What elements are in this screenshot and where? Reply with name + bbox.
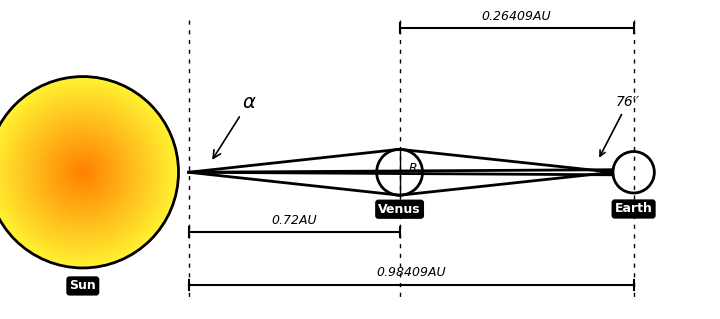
Circle shape	[53, 142, 113, 203]
Circle shape	[0, 80, 175, 265]
Circle shape	[9, 99, 156, 246]
Circle shape	[67, 156, 99, 188]
Circle shape	[71, 161, 94, 183]
Circle shape	[51, 140, 114, 204]
Circle shape	[0, 81, 174, 263]
Circle shape	[0, 78, 177, 266]
Circle shape	[32, 121, 134, 223]
Circle shape	[70, 160, 96, 185]
Circle shape	[29, 118, 137, 226]
Circle shape	[60, 150, 105, 195]
Circle shape	[4, 94, 161, 250]
Circle shape	[68, 158, 97, 187]
Circle shape	[13, 102, 153, 242]
Circle shape	[0, 85, 171, 260]
Circle shape	[0, 83, 172, 262]
Circle shape	[76, 166, 89, 179]
Circle shape	[1, 91, 164, 254]
Circle shape	[43, 132, 122, 212]
Text: Venus: Venus	[378, 203, 421, 216]
Circle shape	[78, 167, 88, 177]
Text: Sun: Sun	[69, 279, 96, 293]
Circle shape	[0, 86, 169, 258]
Circle shape	[54, 144, 112, 201]
Circle shape	[73, 163, 92, 182]
Circle shape	[25, 115, 140, 230]
Circle shape	[62, 152, 104, 193]
Circle shape	[24, 113, 142, 231]
Circle shape	[40, 129, 126, 215]
Text: Earth: Earth	[615, 203, 652, 216]
Circle shape	[35, 124, 130, 220]
Circle shape	[30, 120, 135, 225]
Circle shape	[41, 131, 125, 214]
Circle shape	[58, 147, 108, 198]
Circle shape	[6, 96, 159, 249]
Text: 76′′: 76′′	[600, 95, 640, 156]
Text: $R_v$: $R_v$	[408, 162, 423, 177]
Circle shape	[14, 104, 151, 241]
Text: 0.72AU: 0.72AU	[271, 213, 317, 226]
Circle shape	[55, 145, 110, 199]
Circle shape	[46, 136, 120, 209]
Circle shape	[63, 153, 102, 191]
Circle shape	[81, 171, 84, 174]
Text: 0.98409AU: 0.98409AU	[377, 266, 446, 279]
Circle shape	[66, 155, 100, 190]
Circle shape	[27, 116, 139, 228]
Circle shape	[8, 97, 158, 247]
Circle shape	[0, 88, 167, 257]
Circle shape	[75, 164, 91, 180]
Circle shape	[37, 126, 129, 219]
Circle shape	[38, 128, 127, 217]
Text: 0.26409AU: 0.26409AU	[482, 10, 552, 23]
Circle shape	[33, 123, 132, 222]
Circle shape	[17, 107, 148, 238]
Circle shape	[48, 137, 118, 207]
Circle shape	[22, 112, 143, 233]
Text: α: α	[213, 93, 255, 158]
Circle shape	[59, 148, 107, 196]
Circle shape	[3, 93, 163, 252]
Circle shape	[45, 134, 121, 211]
Circle shape	[21, 110, 145, 234]
Circle shape	[11, 100, 155, 244]
Circle shape	[80, 169, 86, 175]
Circle shape	[0, 89, 166, 255]
Circle shape	[0, 77, 179, 268]
Circle shape	[16, 105, 150, 239]
Circle shape	[19, 108, 147, 236]
Circle shape	[49, 139, 117, 206]
